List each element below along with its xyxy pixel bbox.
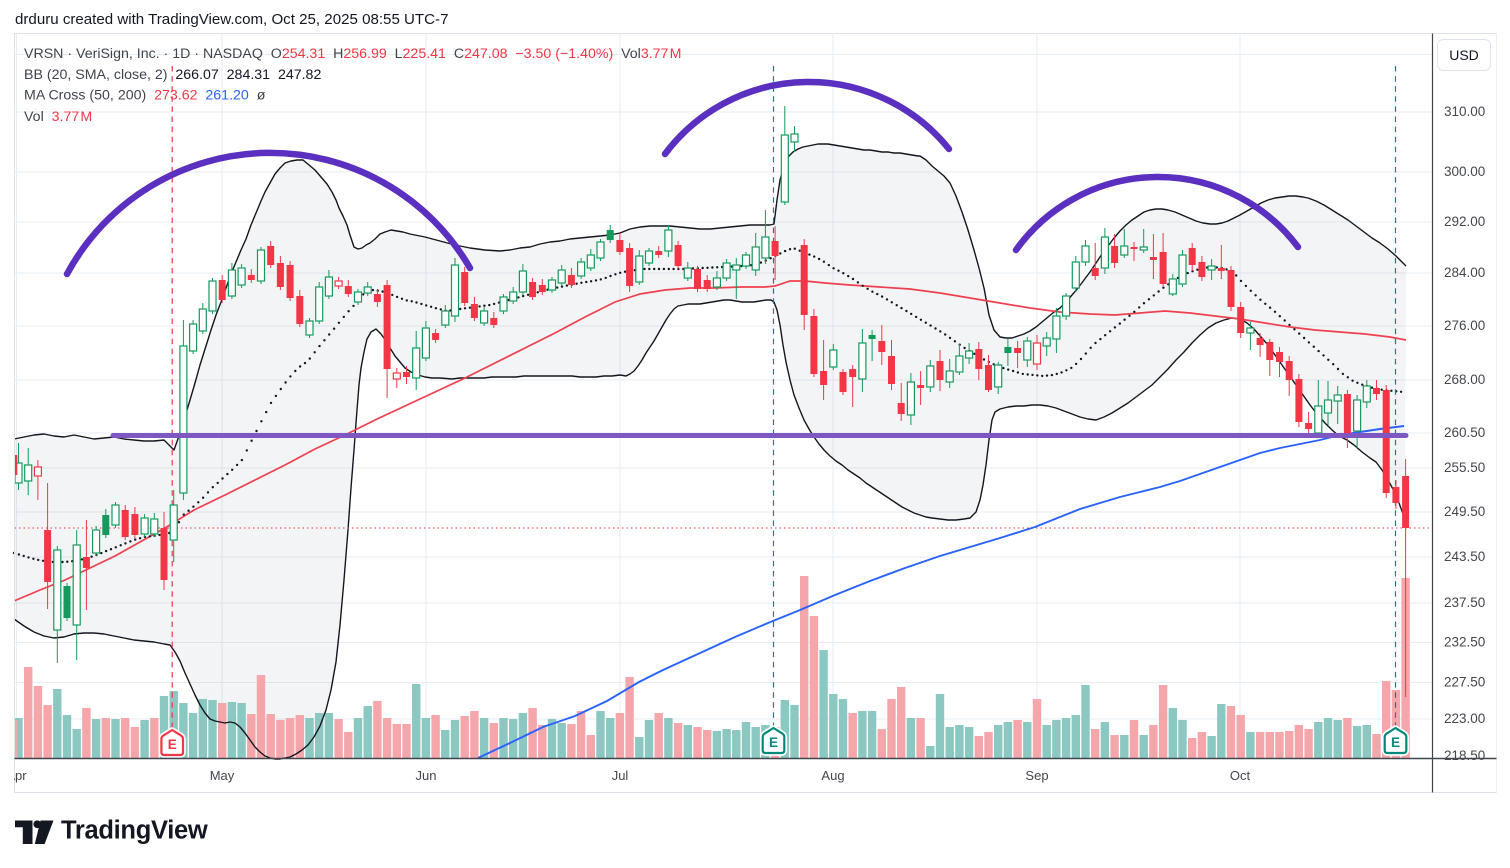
svg-text:300.00: 300.00 <box>1444 164 1485 179</box>
svg-text:BB (20, SMA, close, 2) 266.07: BB (20, SMA, close, 2) 266.07 284.31 247… <box>24 67 321 83</box>
svg-text:Jun: Jun <box>416 768 437 783</box>
svg-text:Aug: Aug <box>821 768 844 783</box>
svg-text:E: E <box>769 735 778 750</box>
svg-text:Sep: Sep <box>1025 768 1048 783</box>
svg-text:Vol 3.77 M: Vol 3.77 M <box>24 109 92 125</box>
svg-text:drduru created with TradingVie: drduru created with TradingView.com, Oct… <box>15 11 448 28</box>
svg-text:E: E <box>168 737 177 752</box>
svg-text:TradingView: TradingView <box>61 817 208 845</box>
svg-text:268.00: 268.00 <box>1444 372 1485 387</box>
svg-text:MA Cross (50, 200) 273.62 26: MA Cross (50, 200) 273.62 261.20 ø <box>24 88 266 104</box>
svg-text:227.50: 227.50 <box>1444 675 1485 690</box>
svg-text:243.50: 243.50 <box>1444 549 1485 564</box>
svg-text:223.00: 223.00 <box>1444 711 1485 726</box>
svg-text:249.50: 249.50 <box>1444 504 1485 519</box>
svg-text:260.50: 260.50 <box>1444 425 1485 440</box>
svg-text:276.00: 276.00 <box>1444 318 1485 333</box>
svg-text:232.50: 232.50 <box>1444 635 1485 650</box>
svg-text:310.00: 310.00 <box>1444 104 1485 119</box>
svg-text:E: E <box>1391 735 1400 750</box>
svg-text:237.50: 237.50 <box>1444 595 1485 610</box>
svg-text:255.50: 255.50 <box>1444 460 1485 475</box>
svg-text:Oct: Oct <box>1230 768 1251 783</box>
svg-text:292.00: 292.00 <box>1444 214 1485 229</box>
svg-text:VRSN · VeriSign, Inc. · 1D · N: VRSN · VeriSign, Inc. · 1D · NASDAQ O254… <box>24 46 681 62</box>
svg-text:218.50: 218.50 <box>1444 748 1485 763</box>
svg-text:May: May <box>210 768 235 783</box>
svg-text:USD: USD <box>1449 47 1479 63</box>
svg-text:284.00: 284.00 <box>1444 265 1485 280</box>
svg-text:Jul: Jul <box>612 768 629 783</box>
